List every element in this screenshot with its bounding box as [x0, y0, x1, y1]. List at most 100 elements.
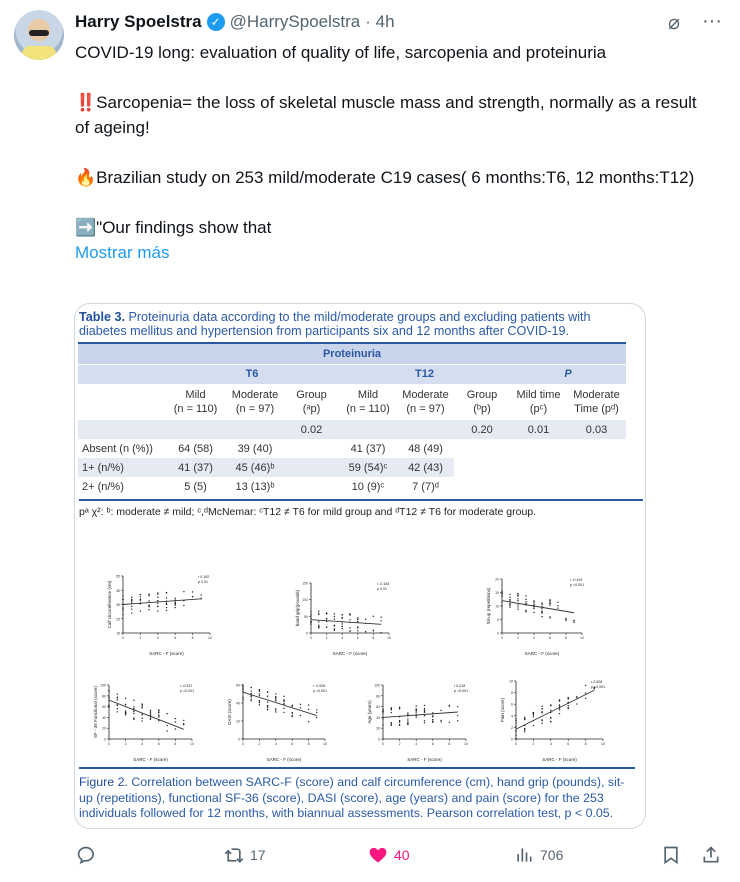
y-tick-label: 20 — [102, 727, 106, 731]
author-handle[interactable]: @HarrySpoelstra — [229, 12, 361, 31]
data-point — [157, 592, 159, 594]
data-point — [250, 696, 252, 698]
data-point — [124, 712, 127, 714]
x-tick-label: 2 — [326, 636, 328, 640]
data-point — [266, 701, 269, 703]
data-point — [357, 618, 359, 620]
like-count: 40 — [394, 847, 410, 863]
data-point — [423, 704, 426, 707]
data-point — [307, 720, 310, 723]
show-more-link[interactable]: Mostrar más — [75, 243, 170, 262]
data-point — [549, 601, 551, 604]
data-point — [524, 717, 526, 719]
tweet-image[interactable]: Table 3. Proteinuria data according to t… — [74, 303, 646, 829]
data-point — [515, 738, 517, 740]
like-button[interactable]: 40 — [368, 845, 410, 865]
data-point — [541, 611, 543, 614]
x-tick-label: 10 — [580, 636, 584, 640]
data-point — [509, 600, 511, 602]
reply-button[interactable] — [76, 845, 96, 865]
data-point — [174, 601, 176, 603]
avatar[interactable] — [14, 10, 64, 60]
y-tick-label: 0 — [378, 738, 380, 742]
data-point — [108, 696, 110, 698]
share-button[interactable] — [701, 845, 721, 865]
data-point — [133, 712, 135, 715]
data-point — [364, 631, 367, 633]
data-point — [266, 695, 269, 697]
data-point — [407, 722, 409, 725]
timestamp[interactable]: · 4h — [365, 12, 395, 31]
data-point — [550, 704, 552, 706]
data-point — [318, 613, 320, 616]
y-tick-label: 150 — [302, 582, 308, 586]
data-point — [174, 721, 177, 723]
data-point — [275, 711, 277, 713]
x-tick-label: 6 — [174, 636, 176, 640]
table-cell: 45 (46)ᵇ — [226, 458, 284, 477]
y-axis-label: Calf circumference (cm) — [107, 580, 112, 628]
data-point — [283, 699, 285, 702]
y-tick-label: 60 — [236, 684, 240, 688]
data-point — [283, 711, 285, 714]
x-tick-label: 0 — [242, 742, 244, 746]
data-point — [565, 618, 567, 621]
data-point — [432, 721, 434, 723]
x-axis-label: SARC - F (score) — [267, 757, 302, 762]
x-tick-label: 8 — [565, 636, 567, 640]
data-point — [532, 714, 535, 716]
data-point — [131, 605, 133, 608]
y-tick-label: 20 — [495, 578, 499, 582]
data-point — [533, 606, 535, 608]
data-point — [532, 712, 535, 714]
grok-icon[interactable]: ⌀ — [667, 12, 681, 34]
text-line: 🔥Brazilian study on 253 mild/moderate C1… — [75, 168, 695, 187]
y-tick-label: 8 — [511, 691, 513, 695]
tweet-header: Harry Spoelstra ✓ @HarrySpoelstra · 4h — [75, 12, 395, 32]
x-tick-label: 6 — [291, 742, 293, 746]
bookmark-button[interactable] — [661, 845, 681, 865]
repost-button[interactable]: 17 — [224, 845, 266, 865]
data-point — [398, 708, 401, 710]
views-button[interactable]: 706 — [514, 845, 563, 865]
scatter-plot: 0 2 4 6 8 10 0 2 4 6 8 10 Pain (score) SARC - F (scor… — [500, 680, 605, 763]
x-tick-label: 2 — [517, 636, 519, 640]
data-point — [148, 594, 150, 597]
y-tick-label: 50 — [304, 615, 308, 619]
data-point — [576, 703, 578, 705]
data-point — [242, 688, 244, 691]
y-tick-label: 4 — [511, 714, 513, 718]
data-point — [291, 714, 293, 717]
data-point — [299, 707, 302, 709]
scatter-plot: 15 25 35 45 55 0 2 4 6 8 10 Calf circumference (cm)… — [107, 575, 212, 657]
data-point — [457, 720, 459, 722]
x-tick-label: 8 — [308, 742, 310, 746]
p-value: 0.20 — [471, 423, 493, 436]
data-point — [108, 697, 110, 699]
data-point — [423, 709, 426, 711]
data-point — [567, 704, 569, 707]
x-tick-label: 4 — [141, 742, 143, 746]
p-value: p <0.001 — [313, 689, 327, 693]
data-point — [415, 716, 417, 718]
data-point — [148, 606, 150, 608]
data-point — [549, 617, 551, 619]
y-tick-label: 20 — [236, 720, 240, 724]
data-point — [525, 610, 527, 612]
data-point — [565, 617, 567, 620]
author-name[interactable]: Harry Spoelstra — [75, 12, 202, 31]
data-point — [501, 604, 503, 607]
scatter-plot: 0 50 100 150 0 2 4 6 8 10 hand grip(pounds) SARC - … — [295, 582, 391, 657]
data-point — [200, 594, 202, 596]
trend-line — [382, 711, 458, 718]
more-options-icon[interactable]: ··· — [702, 10, 722, 32]
data-point — [166, 724, 168, 727]
table-cell — [284, 458, 339, 477]
data-point — [310, 611, 312, 613]
table-row: 2+ (n/%) 5 (5) 13 (13)ᵇ 10 (9)ᶜ 7 (7)ᵈ — [78, 477, 626, 496]
data-point — [573, 620, 575, 622]
data-point — [141, 717, 143, 719]
x-tick-label: 4 — [550, 742, 552, 746]
data-point — [576, 697, 578, 699]
data-point — [398, 721, 401, 723]
